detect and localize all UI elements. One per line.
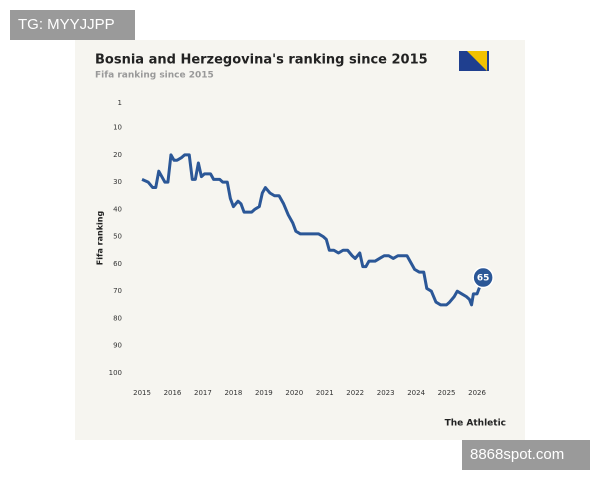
x-tick-label: 2019	[255, 389, 273, 397]
x-tick-label: 2023	[377, 389, 395, 397]
y-tick-label: 30	[113, 178, 122, 186]
y-tick-label: 70	[113, 287, 122, 295]
y-tick-label: 60	[113, 260, 122, 268]
watermark: TG: MYYJJPP	[10, 10, 135, 40]
y-tick-label: 90	[113, 342, 122, 350]
y-tick-label: 100	[109, 369, 122, 377]
x-tick-label: 2017	[194, 389, 212, 397]
y-tick-label: 40	[113, 205, 122, 213]
x-tick-label: 2022	[346, 389, 364, 397]
x-tick-label: 2025	[438, 389, 456, 397]
card	[75, 40, 525, 440]
x-tick-label: 2024	[407, 389, 425, 397]
watermark: 8868spot.com	[462, 440, 590, 470]
end-marker	[472, 266, 494, 289]
chart-subtitle: Fifa ranking since 2015	[95, 71, 214, 81]
y-tick-label: 50	[113, 233, 122, 241]
chart-title: Bosnia and Herzegovina's ranking since 2…	[95, 53, 428, 68]
x-tick-label: 2016	[164, 389, 182, 397]
y-tick-label: 20	[113, 151, 122, 159]
line	[141, 153, 485, 307]
x-tick-label: 2021	[316, 389, 334, 397]
x-tick-label: 2018	[224, 389, 242, 397]
y-axis-label: Fifa ranking	[96, 211, 105, 266]
x-tick-label: 2015	[133, 389, 151, 397]
end-label: 65	[477, 274, 490, 284]
flag	[459, 51, 489, 71]
x-tick-label: 2020	[285, 389, 303, 397]
y-tick-label: 10	[113, 124, 122, 132]
y-tick-label: 80	[113, 314, 122, 322]
y-tick-label: 1	[118, 99, 122, 107]
x-tick-label: 2026	[468, 389, 486, 397]
source: The Athletic	[445, 419, 506, 429]
